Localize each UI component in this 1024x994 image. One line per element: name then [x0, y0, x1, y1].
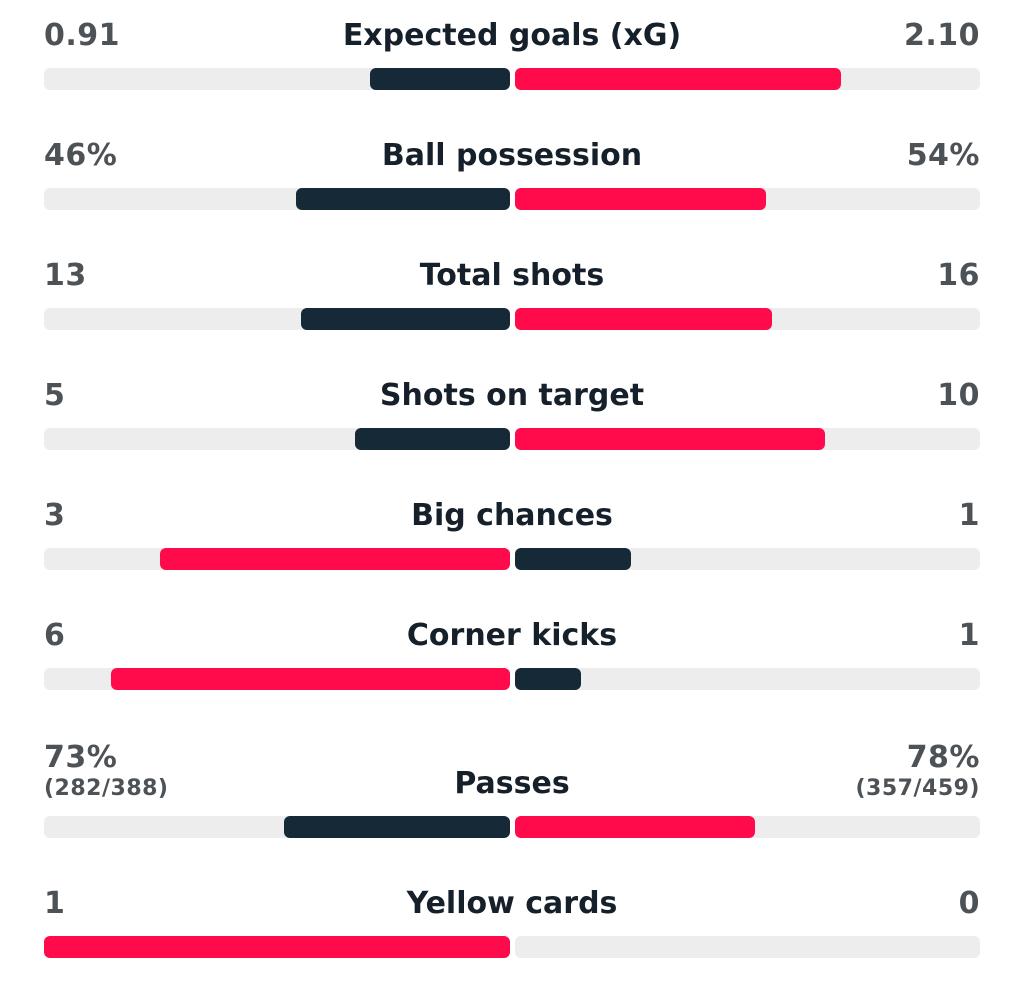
away-pass-percent: 78% [906, 740, 980, 775]
away-value: 1 [958, 618, 980, 653]
away-bar-fill [515, 816, 755, 838]
away-value: 0 [958, 886, 980, 921]
home-bar-track [44, 68, 510, 90]
away-bar-track [515, 188, 980, 210]
home-bar-fill [301, 308, 510, 330]
away-bar-track [515, 816, 980, 838]
away-value: 16 [937, 258, 980, 293]
stat-bars [44, 936, 980, 958]
away-value: 54% [906, 138, 980, 173]
home-bar-fill [111, 668, 510, 690]
stat-row-yellow-cards: 1 Yellow cards 0 [44, 884, 980, 958]
home-value: 5 [44, 378, 66, 413]
stat-label: Shots on target [379, 378, 645, 413]
stat-label: Passes [454, 766, 570, 801]
home-bar-fill [370, 68, 510, 90]
stat-row-big-chances: 3 Big chances 1 [44, 496, 980, 570]
home-bar-fill [44, 936, 510, 958]
stat-row-ball-possession: 46% Ball possession 54% [44, 136, 980, 210]
home-bar-track [44, 188, 510, 210]
stat-row-shots-on-target: 5 Shots on target 10 [44, 376, 980, 450]
stat-bars [44, 428, 980, 450]
home-bar-track [44, 308, 510, 330]
stat-row-expected-goals: 0.91 Expected goals (xG) 2.10 [44, 16, 980, 90]
stat-header: 3 Big chances 1 [44, 496, 980, 536]
stat-row-passes: 73% (282/388) Passes 78% (357/459) [44, 740, 980, 838]
home-bar-track [44, 668, 510, 690]
away-value: 78% (357/459) [856, 740, 981, 802]
stat-bars [44, 188, 980, 210]
stat-label: Corner kicks [406, 618, 618, 653]
home-value: 13 [44, 258, 87, 293]
away-bar-fill [515, 68, 841, 90]
away-bar-track [515, 668, 980, 690]
stat-bars [44, 308, 980, 330]
stat-row-total-shots: 13 Total shots 16 [44, 256, 980, 330]
home-value: 3 [44, 498, 66, 533]
away-bar-fill [515, 668, 581, 690]
stat-label: Ball possession [381, 138, 643, 173]
stat-label: Total shots [419, 258, 605, 293]
home-bar-fill [355, 428, 510, 450]
away-value: 10 [937, 378, 980, 413]
away-bar-track [515, 428, 980, 450]
home-value: 6 [44, 618, 66, 653]
away-value: 1 [958, 498, 980, 533]
away-value: 2.10 [903, 18, 980, 53]
away-bar-fill [515, 548, 631, 570]
stat-row-corner-kicks: 6 Corner kicks 1 [44, 616, 980, 690]
home-bar-fill [296, 188, 510, 210]
stat-header: 0.91 Expected goals (xG) 2.10 [44, 16, 980, 56]
stat-label: Yellow cards [406, 886, 618, 921]
stat-header: 1 Yellow cards 0 [44, 884, 980, 924]
home-bar-track [44, 816, 510, 838]
away-pass-count: (357/459) [855, 776, 980, 801]
stat-header: 13 Total shots 16 [44, 256, 980, 296]
away-bar-track [515, 548, 980, 570]
home-value: 0.91 [44, 18, 121, 53]
home-pass-percent: 73% [44, 740, 118, 775]
home-value: 1 [44, 886, 66, 921]
away-bar-fill [515, 428, 825, 450]
stat-header: 6 Corner kicks 1 [44, 616, 980, 656]
home-bar-track [44, 548, 510, 570]
stat-label: Expected goals (xG) [342, 18, 682, 53]
stat-bars [44, 816, 980, 838]
away-bar-fill [515, 188, 766, 210]
stat-bars [44, 548, 980, 570]
home-value: 46% [44, 138, 118, 173]
home-bar-track [44, 428, 510, 450]
stat-bars [44, 668, 980, 690]
away-bar-track [515, 936, 980, 958]
home-bar-track [44, 936, 510, 958]
stat-header: 5 Shots on target 10 [44, 376, 980, 416]
stat-label: Big chances [411, 498, 613, 533]
away-bar-fill [515, 308, 772, 330]
away-bar-track [515, 308, 980, 330]
home-bar-fill [160, 548, 510, 570]
home-pass-count: (282/388) [44, 776, 169, 801]
away-bar-track [515, 68, 980, 90]
stat-bars [44, 68, 980, 90]
home-bar-fill [284, 816, 510, 838]
home-value: 73% (282/388) [44, 740, 169, 802]
stat-header: 73% (282/388) Passes 78% (357/459) [44, 740, 980, 806]
stat-header: 46% Ball possession 54% [44, 136, 980, 176]
